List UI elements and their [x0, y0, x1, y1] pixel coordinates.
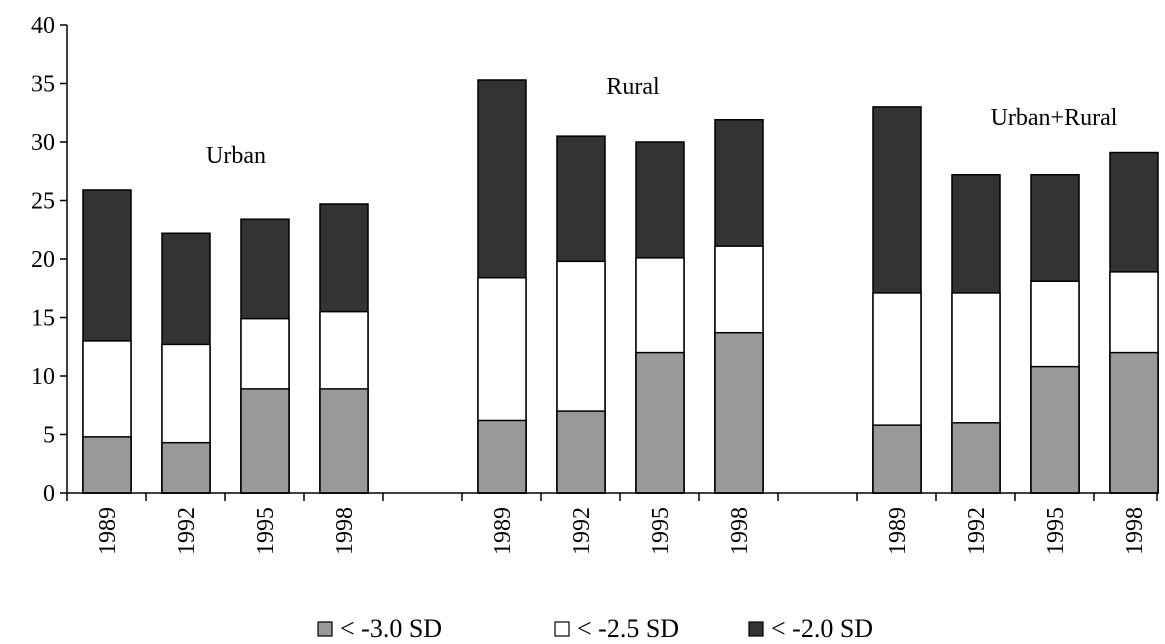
y-tick-label-40: 40 [31, 13, 55, 39]
bar-lt-3sd-1 [161, 441, 211, 494]
bar-lt-3sd-2 [240, 388, 290, 494]
bar-lt-3sd-7 [714, 331, 764, 494]
y-tick-label-20: 20 [31, 247, 55, 273]
y-tick-label-15: 15 [31, 306, 55, 332]
x-tick-label-6: 1995 [648, 507, 674, 555]
legend-label-0: < -3.0 SD [340, 614, 442, 643]
bar-lt-3sd-6 [635, 351, 685, 494]
group-label-1: Rural [606, 74, 660, 100]
y-tick-label-25: 25 [31, 189, 55, 215]
y-tick-label-5: 5 [43, 423, 55, 449]
x-tick-label-0: 1989 [95, 507, 121, 555]
bar-lt-3sd-4 [477, 419, 527, 494]
y-tick-label-35: 35 [31, 72, 55, 98]
x-tick-label-8: 1989 [885, 507, 911, 555]
x-tick-label-9: 1992 [964, 507, 990, 555]
x-tick-label-2: 1995 [253, 507, 279, 555]
bar-lt-3sd-9 [951, 422, 1001, 494]
legend-swatch-2 [748, 621, 764, 637]
legend-label-1: < -2.5 SD [577, 614, 679, 643]
bar-lt-3sd-11 [1109, 351, 1159, 494]
legend-swatch-0 [317, 621, 333, 637]
group-label-2: Urban+Rural [991, 105, 1118, 131]
bar-lt-3sd-5 [556, 410, 606, 494]
x-tick-label-5: 1992 [569, 507, 595, 555]
bar-lt-3sd-0 [82, 436, 132, 494]
x-tick-label-7: 1998 [727, 507, 753, 555]
y-tick-label-0: 0 [43, 481, 55, 507]
x-tick-label-4: 1989 [490, 507, 516, 555]
legend-swatch-1 [554, 621, 570, 637]
x-tick-label-1: 1992 [174, 507, 200, 555]
x-tick-label-11: 1998 [1122, 507, 1148, 555]
legend-label-2: < -2.0 SD [771, 614, 873, 643]
group-label-0: Urban [206, 143, 266, 169]
y-tick-label-10: 10 [31, 364, 55, 390]
bar-lt-3sd-3 [319, 388, 369, 494]
x-tick-label-3: 1998 [332, 507, 358, 555]
x-tick-label-10: 1995 [1043, 507, 1069, 555]
y-tick-label-30: 30 [31, 130, 55, 156]
bar-lt-3sd-8 [872, 424, 922, 494]
bar-lt-3sd-10 [1030, 365, 1080, 494]
